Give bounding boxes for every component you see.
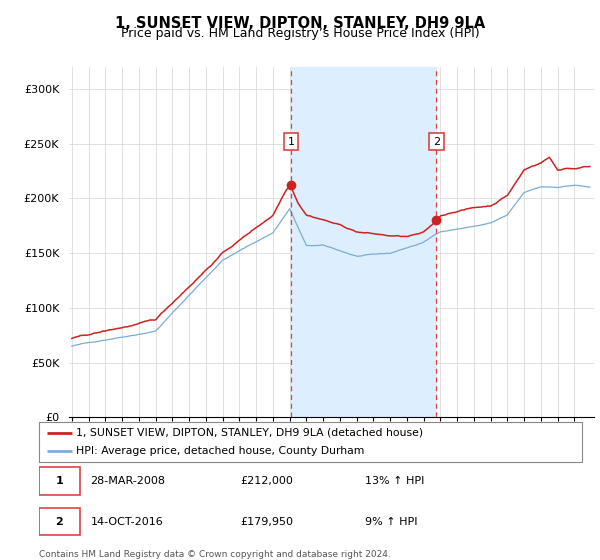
- Text: Price paid vs. HM Land Registry’s House Price Index (HPI): Price paid vs. HM Land Registry’s House …: [121, 27, 479, 40]
- Text: 28-MAR-2008: 28-MAR-2008: [91, 476, 166, 486]
- Text: 1, SUNSET VIEW, DIPTON, STANLEY, DH9 9LA (detached house): 1, SUNSET VIEW, DIPTON, STANLEY, DH9 9LA…: [76, 428, 423, 437]
- Text: Contains HM Land Registry data © Crown copyright and database right 2024.
This d: Contains HM Land Registry data © Crown c…: [39, 550, 391, 560]
- Text: 9% ↑ HPI: 9% ↑ HPI: [365, 517, 418, 526]
- FancyBboxPatch shape: [39, 467, 80, 495]
- Text: 1: 1: [55, 476, 63, 486]
- Text: 2: 2: [55, 517, 63, 526]
- Bar: [291, 67, 436, 417]
- Text: 13% ↑ HPI: 13% ↑ HPI: [365, 476, 424, 486]
- FancyBboxPatch shape: [39, 508, 80, 535]
- Text: 2: 2: [433, 137, 440, 147]
- Text: 1: 1: [287, 137, 295, 147]
- Text: HPI: Average price, detached house, County Durham: HPI: Average price, detached house, Coun…: [76, 446, 364, 456]
- Text: £179,950: £179,950: [240, 517, 293, 526]
- Text: 1, SUNSET VIEW, DIPTON, STANLEY, DH9 9LA: 1, SUNSET VIEW, DIPTON, STANLEY, DH9 9LA: [115, 16, 485, 31]
- Text: 14-OCT-2016: 14-OCT-2016: [91, 517, 163, 526]
- Text: £212,000: £212,000: [240, 476, 293, 486]
- FancyBboxPatch shape: [39, 422, 582, 462]
